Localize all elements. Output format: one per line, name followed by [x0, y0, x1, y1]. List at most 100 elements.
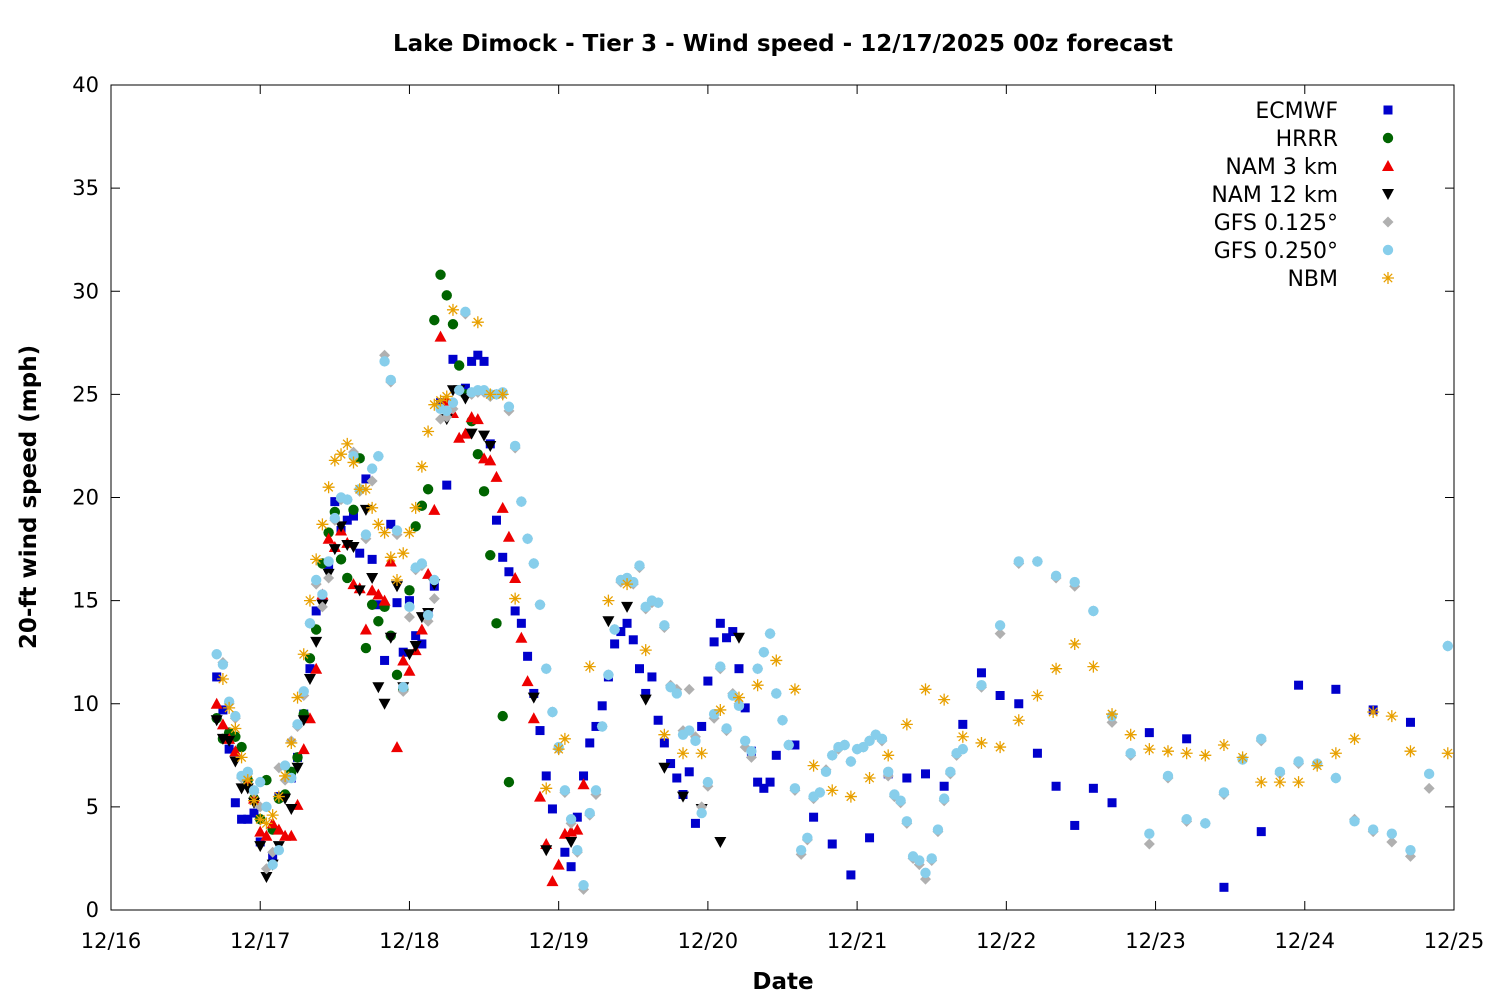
data-point	[353, 585, 366, 597]
data-point	[789, 783, 801, 794]
x-tick-label: 12/19	[528, 929, 589, 953]
data-point	[528, 558, 539, 569]
data-point	[807, 759, 820, 772]
data-point	[217, 659, 229, 670]
data-point	[1182, 734, 1192, 744]
data-point	[353, 483, 366, 496]
data-point	[1405, 844, 1416, 856]
data-point	[703, 676, 713, 686]
data-point	[378, 526, 391, 539]
data-point	[509, 440, 521, 452]
series-5	[211, 306, 1453, 891]
data-point	[429, 574, 440, 586]
x-tick-label: 12/22	[976, 929, 1037, 953]
data-point	[459, 427, 472, 439]
data-point	[260, 872, 273, 883]
data-point	[373, 616, 384, 627]
data-point	[367, 554, 377, 564]
data-point	[641, 688, 651, 698]
data-point	[976, 679, 987, 691]
chart-title: Lake Dimock - Tier 3 - Wind speed - 12/1…	[393, 31, 1173, 57]
data-point	[639, 694, 652, 706]
data-point	[1349, 816, 1360, 827]
data-point	[218, 705, 228, 715]
data-point	[652, 597, 664, 608]
data-point	[534, 599, 546, 610]
y-tick-label: 25	[72, 382, 99, 406]
data-point	[559, 785, 571, 796]
data-point	[771, 688, 782, 699]
data-point	[254, 841, 267, 853]
data-point	[1199, 749, 1212, 762]
data-point	[409, 641, 422, 652]
data-point	[715, 618, 725, 628]
data-point	[919, 683, 932, 696]
data-point	[516, 618, 526, 628]
data-point	[341, 437, 354, 450]
data-point	[764, 628, 776, 639]
data-point	[547, 804, 557, 814]
data-point	[572, 812, 582, 822]
data-point	[373, 600, 383, 610]
data-point	[1219, 882, 1229, 892]
data-point	[235, 751, 248, 764]
data-point	[398, 682, 409, 693]
data-point	[722, 633, 732, 643]
data-point	[366, 572, 379, 584]
data-point	[428, 593, 440, 605]
data-point	[515, 631, 528, 643]
data-point	[634, 664, 644, 674]
data-point	[1423, 768, 1435, 780]
data-point	[839, 739, 850, 751]
y-tick-label: 0	[86, 898, 99, 922]
data-point	[348, 511, 358, 521]
data-point	[305, 664, 315, 674]
data-point	[566, 862, 576, 872]
data-point	[1087, 660, 1100, 673]
data-point	[279, 769, 292, 782]
data-point	[491, 618, 502, 629]
data-point	[391, 669, 403, 681]
legend-marker	[1382, 216, 1394, 228]
data-point	[590, 785, 602, 796]
data-point	[1032, 748, 1042, 758]
data-point	[541, 771, 551, 781]
data-point	[509, 592, 522, 605]
data-point	[453, 360, 465, 371]
data-point	[578, 880, 589, 891]
data-point	[709, 637, 719, 647]
data-point	[628, 635, 638, 645]
data-point	[527, 712, 540, 724]
data-point	[1405, 717, 1415, 727]
legend-marker	[1382, 160, 1394, 171]
legend-label: HRRR	[1276, 127, 1338, 152]
data-point	[504, 567, 514, 577]
data-point	[272, 823, 285, 835]
data-point	[788, 683, 801, 696]
data-point	[223, 701, 236, 714]
data-point	[1217, 739, 1230, 751]
data-point	[677, 747, 690, 760]
data-point	[622, 618, 632, 628]
data-point	[826, 784, 839, 797]
data-point	[714, 836, 727, 848]
data-point	[827, 750, 838, 761]
data-point	[392, 598, 402, 608]
data-point	[714, 703, 727, 716]
data-point	[285, 736, 298, 749]
data-point	[558, 732, 571, 745]
data-point	[1031, 689, 1044, 702]
data-point	[734, 664, 744, 674]
data-point	[342, 572, 353, 584]
series-0	[212, 350, 1415, 892]
data-point	[422, 484, 434, 495]
data-point	[945, 766, 956, 778]
data-point	[473, 350, 483, 360]
data-point	[1331, 684, 1341, 694]
data-point	[863, 772, 876, 784]
data-point	[795, 844, 807, 856]
data-point	[380, 655, 390, 665]
data-point	[1125, 748, 1136, 759]
data-point	[994, 741, 1007, 754]
data-point	[1348, 732, 1361, 745]
